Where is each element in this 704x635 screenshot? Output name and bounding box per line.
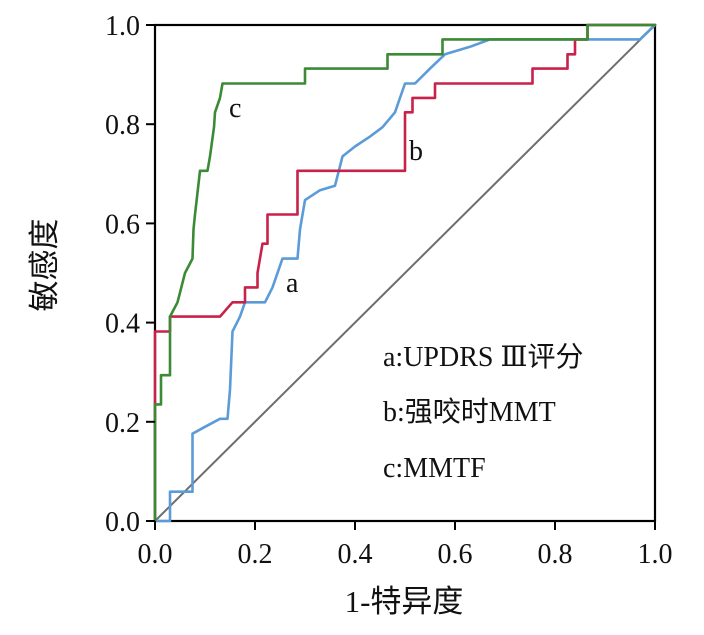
x-tick-label: 1.0 <box>638 539 673 570</box>
y-tick-label: 0.2 <box>105 408 140 439</box>
x-tick-label: 0.4 <box>338 539 373 570</box>
x-axis-title: 1-特异度 <box>345 584 464 619</box>
legend-entry-b: b:强咬时MMT <box>383 396 556 428</box>
series-line-b <box>153 23 657 523</box>
y-tick-label: 0.0 <box>105 507 140 538</box>
series-label-a: a <box>286 268 299 299</box>
y-tick-label: 1.0 <box>105 11 140 42</box>
legend-entry-a: a:UPDRS Ⅲ评分 <box>383 342 583 373</box>
series-line-c <box>153 23 657 523</box>
series-line-a <box>153 23 657 523</box>
y-axis: 0.0 0.2 0.4 0.6 0.8 1.0 <box>105 11 155 538</box>
y-tick-label: 0.6 <box>105 209 140 240</box>
y-tick-label: 0.4 <box>105 309 140 340</box>
legend: a:UPDRS Ⅲ评分 b:强咬时MMT c:MMTF <box>383 342 583 484</box>
x-tick-label: 0.2 <box>238 539 273 570</box>
plot-frame <box>153 23 657 523</box>
series-label-c: c <box>229 93 241 124</box>
legend-entry-c: c:MMTF <box>383 453 486 484</box>
y-tick-label: 0.8 <box>105 110 140 141</box>
x-tick-label: 0.0 <box>138 539 173 570</box>
x-tick-label: 0.6 <box>438 539 473 570</box>
y-axis-title: 敏感度 <box>27 219 62 312</box>
series-label-b: b <box>409 136 423 167</box>
x-tick-label: 0.8 <box>538 539 573 570</box>
x-axis: 0.0 0.2 0.4 0.6 0.8 1.0 <box>138 521 673 570</box>
reference-diagonal-line <box>154 24 656 522</box>
